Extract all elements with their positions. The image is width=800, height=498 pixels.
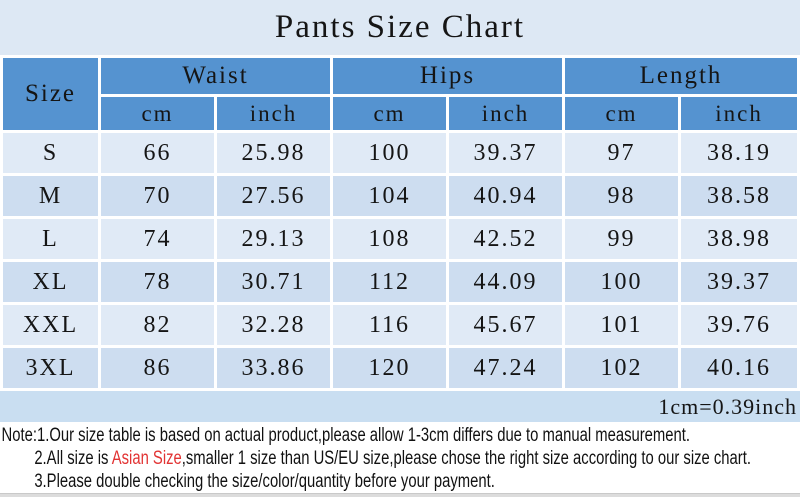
- measurement-cell: 38.19: [681, 133, 798, 173]
- unit-header-hips-inch: inch: [449, 97, 563, 130]
- measurement-cell: 25.98: [217, 133, 330, 173]
- unit-header-length-inch: inch: [681, 97, 798, 130]
- bottom-divider: [0, 493, 800, 497]
- measurement-cell: 44.09: [449, 262, 563, 302]
- table-row-3xl: 3XL 86 33.86 120 47.24 102 40.16: [3, 348, 798, 388]
- unit-header-hips-cm: cm: [333, 97, 446, 130]
- measurement-cell: 32.28: [217, 305, 330, 345]
- measurement-cell: 102: [565, 348, 679, 388]
- measurement-cell: 100: [565, 262, 679, 302]
- table-row-l: L 74 29.13 108 42.52 99 38.98: [3, 219, 798, 259]
- measurement-cell: 40.16: [681, 348, 798, 388]
- measurement-cell: 27.56: [217, 176, 330, 216]
- notes-section: Note:1.Our size table is based on actual…: [0, 422, 800, 493]
- measurement-cell: 97: [565, 133, 679, 173]
- chart-title-bar: Pants Size Chart: [0, 0, 800, 55]
- size-cell: XL: [3, 262, 98, 302]
- table-row-xxl: XXL 82 32.28 116 45.67 101 39.76: [3, 305, 798, 345]
- measurement-cell: 74: [101, 219, 214, 259]
- measurement-cell: 47.24: [449, 348, 563, 388]
- measurement-cell: 39.76: [681, 305, 798, 345]
- size-chart-table: Size Waist Hips Length cm inch cm inch c…: [0, 55, 800, 391]
- measurement-cell: 38.58: [681, 176, 798, 216]
- measurement-cell: 45.67: [449, 305, 563, 345]
- measurement-cell: 120: [333, 348, 446, 388]
- measurement-cell: 101: [565, 305, 679, 345]
- conversion-bar: 1cm=0.39inch: [0, 391, 800, 422]
- note-line-2-suffix: ,smaller 1 size than US/EU size,please c…: [181, 448, 751, 469]
- measurement-cell: 33.86: [217, 348, 330, 388]
- table-row-s: S 66 25.98 100 39.37 97 38.19: [3, 133, 798, 173]
- measurement-cell: 38.98: [681, 219, 798, 259]
- table-row-xl: XL 78 30.71 112 44.09 100 39.37: [3, 262, 798, 302]
- group-header-waist: Waist: [101, 58, 330, 94]
- measurement-cell: 99: [565, 219, 679, 259]
- note-line-3: 3.Please double checking the size/color/…: [34, 471, 495, 492]
- size-cell: S: [3, 133, 98, 173]
- group-header-length: Length: [565, 58, 798, 94]
- note-line-2-prefix: 2.All size is: [34, 448, 112, 469]
- measurement-cell: 112: [333, 262, 446, 302]
- measurement-cell: 100: [333, 133, 446, 173]
- unit-header-length-cm: cm: [565, 97, 679, 130]
- unit-header-row: cm inch cm inch cm inch: [3, 97, 798, 130]
- measurement-cell: 70: [101, 176, 214, 216]
- measurement-cell: 78: [101, 262, 214, 302]
- unit-header-waist-inch: inch: [217, 97, 330, 130]
- size-cell: XXL: [3, 305, 98, 345]
- group-header-row: Size Waist Hips Length: [3, 58, 798, 130]
- measurement-cell: 104: [333, 176, 446, 216]
- note-line-1: Note:1.Our size table is based on actual…: [1, 425, 690, 446]
- measurement-cell: 39.37: [681, 262, 798, 302]
- unit-header-waist-cm: cm: [101, 97, 214, 130]
- measurement-cell: 98: [565, 176, 679, 216]
- page-title: Pants Size Chart: [274, 9, 526, 45]
- measurement-cell: 82: [101, 305, 214, 345]
- size-column-header: Size: [3, 58, 98, 130]
- conversion-note: 1cm=0.39inch: [658, 394, 797, 419]
- measurement-cell: 30.71: [217, 262, 330, 302]
- measurement-cell: 108: [333, 219, 446, 259]
- size-cell: 3XL: [3, 348, 98, 388]
- size-cell: M: [3, 176, 98, 216]
- group-header-hips: Hips: [333, 58, 563, 94]
- measurement-cell: 66: [101, 133, 214, 173]
- asian-size-highlight: Asian Size: [111, 448, 182, 469]
- measurement-cell: 86: [101, 348, 214, 388]
- measurement-cell: 40.94: [449, 176, 563, 216]
- measurement-cell: 42.52: [449, 219, 563, 259]
- measurement-cell: 39.37: [449, 133, 563, 173]
- note-line-2: 2.All size is Asian Size,smaller 1 size …: [0, 447, 751, 470]
- measurement-cell: 116: [333, 305, 446, 345]
- table-row-m: M 70 27.56 104 40.94 98 38.58: [3, 176, 798, 216]
- measurement-cell: 29.13: [217, 219, 330, 259]
- size-cell: L: [3, 219, 98, 259]
